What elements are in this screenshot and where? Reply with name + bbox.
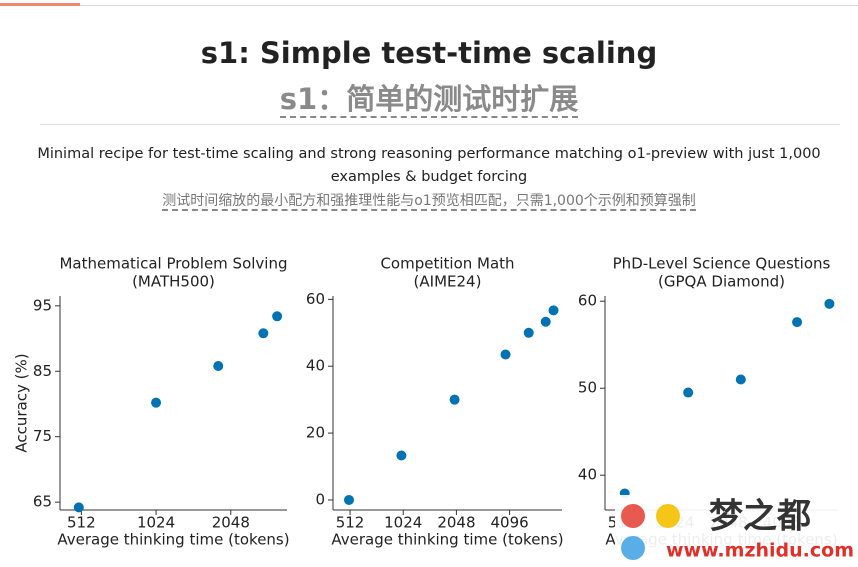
chart-title: Competition Math xyxy=(380,255,514,273)
y-tick-label: 60 xyxy=(578,292,597,310)
title-translation-wrap: s1：简单的测试时扩展 xyxy=(0,76,858,118)
separator xyxy=(40,124,840,125)
x-axis-label: Average thinking time (tokens) xyxy=(57,531,289,549)
description-translation: 测试时间缩放的最小配方和强推理性能与o1预览相匹配，只需1,000个示例和预算强… xyxy=(162,193,696,211)
data-point xyxy=(258,328,269,339)
data-point xyxy=(523,327,534,338)
watermark-url: www.mzhidu.com xyxy=(666,540,854,562)
y-tick-label: 50 xyxy=(578,379,597,397)
data-point xyxy=(500,349,511,360)
data-point xyxy=(73,502,84,513)
data-point xyxy=(396,450,407,461)
x-tick-label: 1024 xyxy=(384,514,422,532)
watermark-bg xyxy=(615,495,858,567)
data-point xyxy=(683,387,694,398)
x-tick-label: 512 xyxy=(336,514,365,532)
x-axis-label: Average thinking time (tokens) xyxy=(331,531,563,549)
data-point xyxy=(449,394,460,405)
data-point xyxy=(735,374,746,385)
x-tick-label: 4096 xyxy=(490,514,528,532)
chart-subtitle: (MATH500) xyxy=(132,273,215,291)
watermark-name: 梦之都 xyxy=(709,497,811,537)
data-point xyxy=(540,316,551,327)
y-tick-label: 60 xyxy=(306,290,325,308)
y-tick-label: 95 xyxy=(33,296,52,314)
data-point xyxy=(213,361,224,372)
watermark-icon xyxy=(621,504,645,528)
y-tick-label: 40 xyxy=(306,357,325,375)
description-translation-wrap: 测试时间缩放的最小配方和强推理性能与o1预览相匹配，只需1,000个示例和预算强… xyxy=(0,190,858,211)
y-axis-label: Accuracy (%) xyxy=(13,353,31,452)
top-rule xyxy=(0,5,858,6)
page-title: s1: Simple test-time scaling xyxy=(200,36,658,70)
x-tick-label: 1024 xyxy=(137,514,175,532)
y-tick-label: 20 xyxy=(306,424,325,442)
chart-subtitle: (AIME24) xyxy=(414,273,482,291)
y-tick-label: 75 xyxy=(33,427,52,445)
x-tick-label: 2048 xyxy=(437,514,475,532)
data-point xyxy=(792,317,803,328)
chart-title: PhD-Level Science Questions xyxy=(613,255,831,273)
data-point xyxy=(151,397,162,408)
x-tick-label: 2048 xyxy=(212,514,250,532)
watermark-icon xyxy=(621,536,645,560)
y-tick-label: 65 xyxy=(33,493,52,511)
description: Minimal recipe for test-time scaling and… xyxy=(37,146,821,185)
watermark-icon xyxy=(656,504,680,528)
data-point xyxy=(272,311,283,322)
data-point xyxy=(824,298,835,309)
data-point xyxy=(343,494,354,505)
y-tick-label: 0 xyxy=(315,490,325,508)
title-translation: s1：简单的测试时扩展 xyxy=(279,82,579,118)
x-tick-label: 512 xyxy=(67,514,96,532)
y-tick-label: 85 xyxy=(33,362,52,380)
progress-bar xyxy=(0,3,80,6)
chart-subtitle: (GPQA Diamond) xyxy=(658,273,785,291)
data-point xyxy=(548,305,559,316)
chart-title: Mathematical Problem Solving xyxy=(59,255,287,273)
y-tick-label: 40 xyxy=(578,466,597,484)
